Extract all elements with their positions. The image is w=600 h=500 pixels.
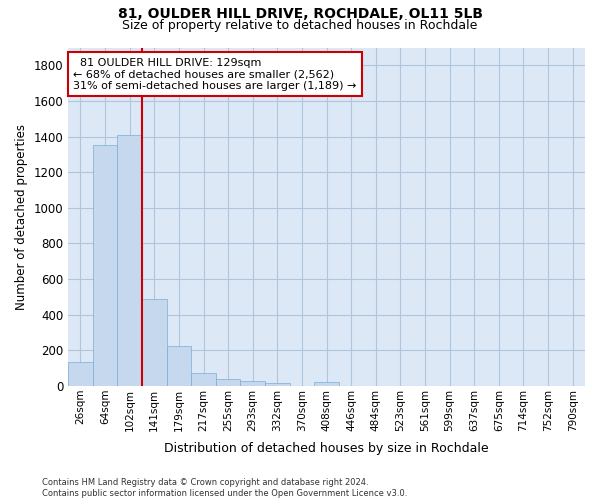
Bar xyxy=(167,346,191,386)
Text: Contains HM Land Registry data © Crown copyright and database right 2024.
Contai: Contains HM Land Registry data © Crown c… xyxy=(42,478,407,498)
Text: Size of property relative to detached houses in Rochdale: Size of property relative to detached ho… xyxy=(122,18,478,32)
Y-axis label: Number of detached properties: Number of detached properties xyxy=(15,124,28,310)
Bar xyxy=(118,135,142,386)
Bar xyxy=(93,146,118,386)
Text: 81 OULDER HILL DRIVE: 129sqm
← 68% of detached houses are smaller (2,562)
31% of: 81 OULDER HILL DRIVE: 129sqm ← 68% of de… xyxy=(73,58,357,91)
X-axis label: Distribution of detached houses by size in Rochdale: Distribution of detached houses by size … xyxy=(164,442,489,455)
Bar xyxy=(191,372,216,386)
Text: 81, OULDER HILL DRIVE, ROCHDALE, OL11 5LB: 81, OULDER HILL DRIVE, ROCHDALE, OL11 5L… xyxy=(118,8,482,22)
Bar xyxy=(216,378,241,386)
Bar xyxy=(68,362,93,386)
Bar xyxy=(314,382,339,386)
Bar xyxy=(142,298,167,386)
Bar xyxy=(265,384,290,386)
Bar xyxy=(241,381,265,386)
